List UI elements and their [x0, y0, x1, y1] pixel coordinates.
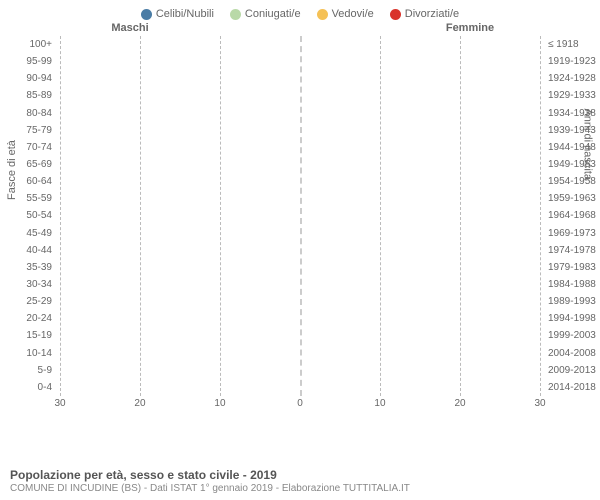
- legend-swatch: [230, 9, 241, 20]
- x-tick-label: 20: [134, 398, 145, 409]
- birth-year-tick: 1989-1993: [544, 293, 600, 310]
- y-axis-left-ticks: 100+95-9990-9485-8980-8475-7970-7465-696…: [0, 36, 56, 396]
- birth-year-tick: 1919-1923: [544, 53, 600, 70]
- birth-year-tick: 1979-1983: [544, 259, 600, 276]
- age-tick: 35-39: [0, 259, 56, 276]
- birth-year-tick: 1994-1998: [544, 310, 600, 327]
- y-axis-right-ticks: ≤ 19181919-19231924-19281929-19331934-19…: [544, 36, 600, 396]
- birth-year-tick: 2004-2008: [544, 345, 600, 362]
- chart-subtitle: COMUNE DI INCUDINE (BS) - Dati ISTAT 1° …: [10, 483, 410, 494]
- grid-line: [220, 36, 221, 396]
- male-label: Maschi: [0, 22, 300, 34]
- birth-year-tick: 1999-2003: [544, 327, 600, 344]
- birth-year-tick: 1939-1943: [544, 122, 600, 139]
- age-tick: 90-94: [0, 70, 56, 87]
- x-tick-label: 10: [374, 398, 385, 409]
- birth-year-tick: 2009-2013: [544, 362, 600, 379]
- birth-year-tick: 1959-1963: [544, 190, 600, 207]
- birth-year-tick: 2014-2018: [544, 379, 600, 396]
- legend-label: Coniugati/e: [245, 8, 301, 20]
- legend-item: Coniugati/e: [230, 8, 301, 20]
- birth-year-tick: 1954-1958: [544, 173, 600, 190]
- legend: Celibi/Nubili Coniugati/e Vedovi/e Divorzia…: [0, 8, 600, 20]
- birth-year-tick: 1929-1933: [544, 87, 600, 104]
- legend-item: Divorziati/e: [390, 8, 459, 20]
- age-tick: 0-4: [0, 379, 56, 396]
- age-tick: 55-59: [0, 190, 56, 207]
- x-tick-label: 30: [534, 398, 545, 409]
- age-tick: 50-54: [0, 207, 56, 224]
- birth-year-tick: 1969-1973: [544, 225, 600, 242]
- age-tick: 30-34: [0, 276, 56, 293]
- legend-swatch: [317, 9, 328, 20]
- age-tick: 60-64: [0, 173, 56, 190]
- age-tick: 85-89: [0, 87, 56, 104]
- legend-label: Divorziati/e: [405, 8, 459, 20]
- grid-line: [140, 36, 141, 396]
- birth-year-tick: 1964-1968: [544, 207, 600, 224]
- population-pyramid-chart: Celibi/Nubili Coniugati/e Vedovi/e Divorzia…: [0, 0, 600, 500]
- legend-item: Celibi/Nubili: [141, 8, 214, 20]
- chart-title: Popolazione per età, sesso e stato civil…: [10, 468, 410, 482]
- age-tick: 45-49: [0, 225, 56, 242]
- birth-year-tick: 1934-1938: [544, 105, 600, 122]
- grid-line: [380, 36, 381, 396]
- birth-year-tick: 1949-1953: [544, 156, 600, 173]
- plot-area: 100+95-9990-9485-8980-8475-7970-7465-696…: [60, 36, 540, 416]
- birth-year-tick: 1944-1948: [544, 139, 600, 156]
- birth-year-tick: 1974-1978: [544, 242, 600, 259]
- age-tick: 10-14: [0, 345, 56, 362]
- chart-footer: Popolazione per età, sesso e stato civil…: [10, 468, 410, 494]
- birth-year-tick: 1924-1928: [544, 70, 600, 87]
- female-label: Femmine: [300, 22, 600, 34]
- gender-labels: Maschi Femmine: [0, 22, 600, 34]
- legend-swatch: [390, 9, 401, 20]
- x-tick-label: 10: [214, 398, 225, 409]
- age-tick: 15-19: [0, 327, 56, 344]
- grid-line: [460, 36, 461, 396]
- grid-line: [540, 36, 541, 396]
- grid-line: [60, 36, 61, 396]
- legend-label: Celibi/Nubili: [156, 8, 214, 20]
- age-tick: 65-69: [0, 156, 56, 173]
- x-axis: 3020100102030: [60, 396, 540, 416]
- age-tick: 80-84: [0, 105, 56, 122]
- legend-label: Vedovi/e: [332, 8, 374, 20]
- legend-swatch: [141, 9, 152, 20]
- age-tick: 5-9: [0, 362, 56, 379]
- birth-year-tick: ≤ 1918: [544, 36, 600, 53]
- center-grid-line: [300, 36, 302, 396]
- age-tick: 40-44: [0, 242, 56, 259]
- x-tick-label: 20: [454, 398, 465, 409]
- birth-year-tick: 1984-1988: [544, 276, 600, 293]
- x-tick-label: 30: [54, 398, 65, 409]
- age-tick: 70-74: [0, 139, 56, 156]
- age-tick: 95-99: [0, 53, 56, 70]
- age-tick: 25-29: [0, 293, 56, 310]
- age-tick: 100+: [0, 36, 56, 53]
- age-tick: 20-24: [0, 310, 56, 327]
- x-tick-label: 0: [297, 398, 303, 409]
- legend-item: Vedovi/e: [317, 8, 374, 20]
- age-tick: 75-79: [0, 122, 56, 139]
